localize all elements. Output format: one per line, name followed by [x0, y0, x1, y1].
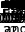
Text: Butanol: Butanol	[15, 1, 25, 14]
Text: Methyl Formamide: Methyl Formamide	[4, 0, 25, 9]
Text: Ethanol: Ethanol	[10, 0, 25, 13]
Text: Solubilities (mole fraction χ) of polar molecules (sodium chloride, ○;
and glyci: Solubilities (mole fraction χ) of polar …	[4, 8, 25, 32]
Text: Methanol: Methanol	[11, 0, 25, 10]
Text: Ethanol: Ethanol	[14, 0, 25, 12]
Text: Glycine: Glycine	[7, 0, 25, 12]
Text: Figure 22.13: Figure 22.13	[2, 8, 25, 21]
Text: Ethanolamine: Ethanolamine	[10, 0, 25, 10]
Text: Formamide: Formamide	[4, 0, 25, 9]
Text: Ethylene Glycol: Ethylene Glycol	[10, 0, 25, 9]
Text: Propanol: Propanol	[16, 0, 25, 12]
Text: Butanol: Butanol	[16, 0, 25, 12]
Text: Water: Water	[6, 0, 25, 9]
Text: NaCl: NaCl	[14, 0, 25, 11]
Text: Pentanol: Pentanol	[20, 0, 25, 13]
Text: Methanol: Methanol	[7, 0, 25, 13]
Text: Figure 22.13  Solubilities (mole fraction x) of polar molecules (sodium chloride: Figure 22.13 Solubilities (mole fraction…	[2, 8, 25, 32]
Text: Formamide: Formamide	[4, 0, 25, 11]
